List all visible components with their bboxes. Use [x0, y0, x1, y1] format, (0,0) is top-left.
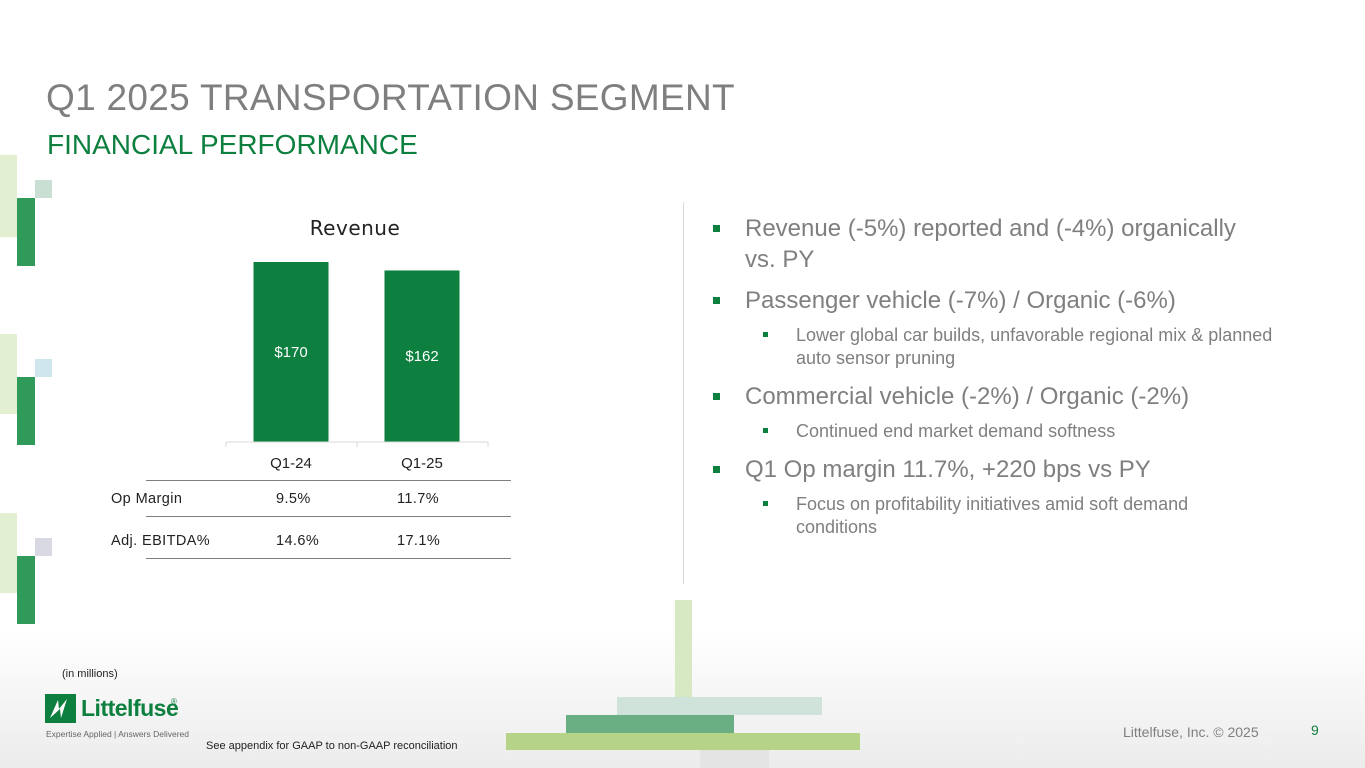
sub-bullet-item: Lower global car builds, unfavorable reg… [713, 324, 1273, 370]
x-axis-tick-label: Q1-25 [401, 455, 443, 472]
bar-q1-24 [253, 262, 329, 442]
metric-adj-ebitda-q1-25: 17.1% [397, 533, 441, 549]
page-number: 9 [1311, 722, 1319, 738]
bars-layer [253, 262, 460, 442]
appendix-note: See appendix for GAAP to non-GAAP reconc… [206, 740, 458, 752]
column-divider [683, 202, 684, 584]
metric-op-margin-q1-25: 11.7% [397, 491, 440, 507]
copyright: Littelfuse, Inc. © 2025 [1123, 724, 1259, 740]
page-subtitle: FINANCIAL PERFORMANCE [47, 129, 418, 160]
bar-q1-25 [384, 270, 460, 442]
metric-label-adj-ebitda: Adj. EBITDA% [111, 533, 211, 549]
bar-value-label: $170 [274, 344, 307, 361]
units-note: (in millions) [62, 668, 118, 680]
logo-wordmark: Littelfuse [81, 695, 179, 721]
metric-op-margin-q1-24: 9.5% [276, 491, 311, 507]
bullet-item: Q1 Op margin 11.7%, +220 bps vs PY [713, 454, 1273, 485]
table-rule [146, 558, 511, 559]
chart-title: Revenue [310, 216, 401, 240]
metric-adj-ebitda-q1-24: 14.6% [276, 533, 320, 549]
sub-bullet-item: Focus on profitability initiatives amid … [713, 493, 1273, 539]
bar-value-label: $162 [405, 348, 438, 365]
revenue-chart: Revenue $170 Q1-24 $162 Q1-25 [225, 216, 489, 472]
page-title: Q1 2025 TRANSPORTATION SEGMENT [46, 77, 735, 118]
bullet-item: Passenger vehicle (-7%) / Organic (-6%) [713, 285, 1273, 316]
sub-bullet-item: Continued end market demand softness [713, 420, 1273, 443]
x-axis-tick-label: Q1-24 [270, 455, 312, 472]
table-rule [146, 480, 511, 481]
littelfuse-logo: Littelfuse ® Expertise Applied | Answers… [45, 694, 195, 744]
littelfuse-logo-mark-icon [45, 694, 76, 723]
logo-registered-mark: ® [171, 697, 177, 706]
metrics-table: Op Margin 9.5% 11.7% Adj. EBITDA% 14.6% … [0, 480, 520, 570]
metric-label-op-margin: Op Margin [111, 491, 183, 507]
bullet-item: Commercial vehicle (-2%) / Organic (-2%) [713, 381, 1273, 412]
logo-tagline: Expertise Applied | Answers Delivered [46, 729, 190, 739]
table-rule [146, 516, 511, 517]
bullet-item: Revenue (-5%) reported and (-4%) organic… [713, 213, 1273, 275]
bullet-list: Revenue (-5%) reported and (-4%) organic… [713, 213, 1273, 550]
